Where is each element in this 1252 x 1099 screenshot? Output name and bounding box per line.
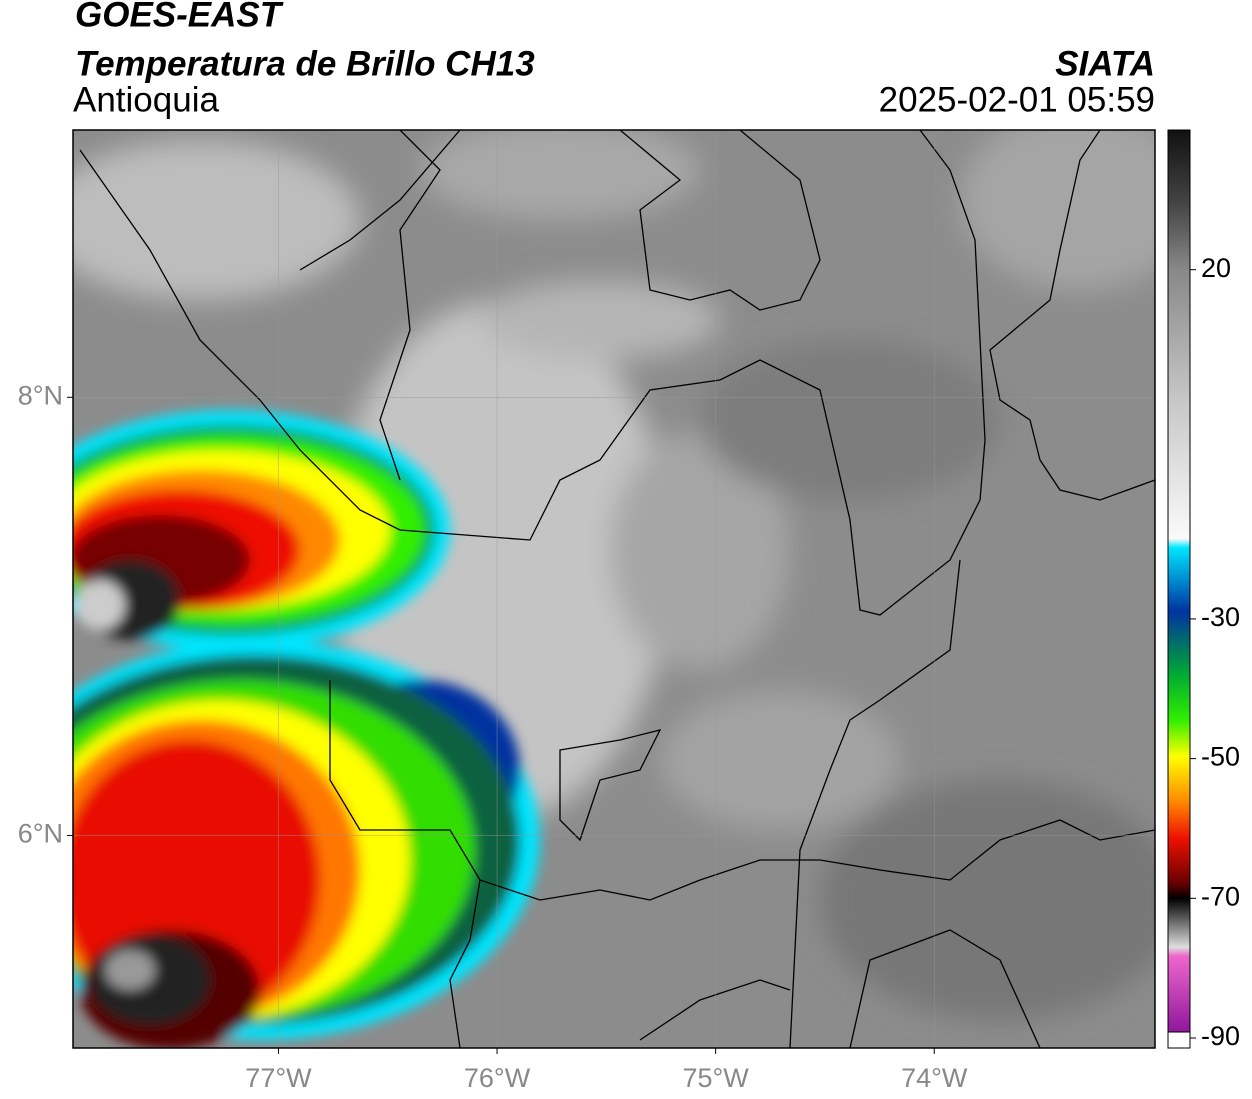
subtitle: Temperatura de Brillo CH13 [75, 44, 535, 83]
y-tick-label: 6°N [18, 819, 63, 849]
colorbar-tick-label: 20 [1201, 253, 1231, 283]
imagery [73, 130, 1155, 1048]
colorbar-tick-label: -30 [1201, 602, 1240, 632]
region: Antioquia [73, 80, 219, 119]
colorbar-frame [1167, 129, 1191, 1049]
source: SIATA [1055, 44, 1155, 83]
y-tick-label: 8°N [18, 380, 63, 410]
colorbar-tick-label: -50 [1201, 742, 1240, 772]
datetime: 2025-02-01 05:59 [879, 80, 1155, 119]
x-tick-label: 76°W [464, 1063, 531, 1093]
colorbar [1168, 130, 1190, 1038]
colorbar-tick-label: -90 [1201, 1021, 1240, 1051]
colorbar-under [1167, 1031, 1191, 1049]
x-tick-label: 74°W [901, 1063, 968, 1093]
x-tick-label: 75°W [682, 1063, 749, 1093]
colorbar-tick-label: -70 [1201, 881, 1240, 911]
x-tick-label: 77°W [245, 1063, 312, 1093]
map-frame [72, 129, 1156, 1049]
title: GOES-EAST [75, 0, 284, 34]
